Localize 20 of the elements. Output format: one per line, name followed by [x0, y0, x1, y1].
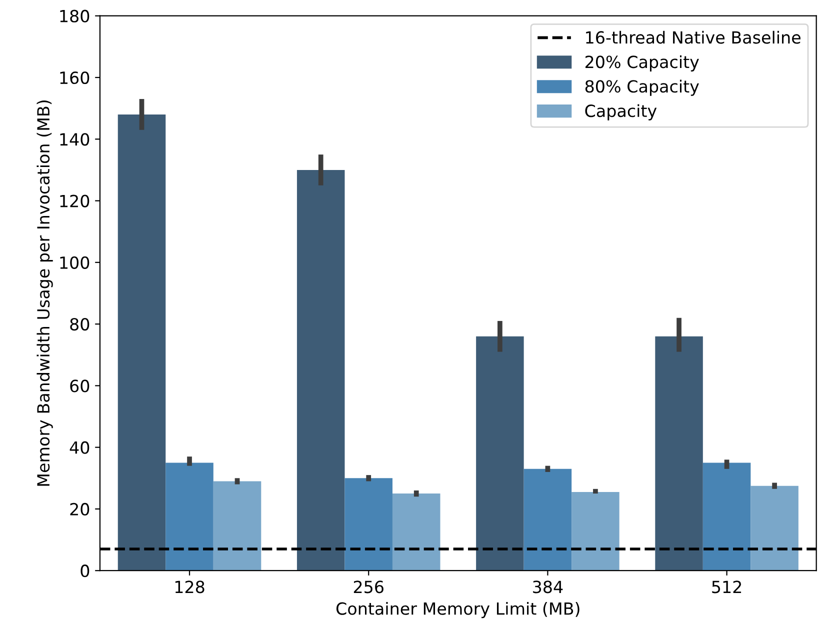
y-tick-label: 160 — [60, 71, 90, 84]
x-tick-label: 128 — [175, 580, 204, 594]
y-tick-label: 100 — [60, 256, 90, 269]
y-tick-label: 40 — [70, 441, 90, 454]
x-tick-label: 512 — [712, 580, 742, 594]
legend-label: 20% Capacity — [585, 55, 699, 72]
x-tick-label: 384 — [533, 580, 563, 594]
x-axis-title: Container Memory Limit (MB) — [336, 602, 580, 618]
y-tick-label: 180 — [60, 10, 90, 22]
y-axis-title: Memory Bandwidth Usage per Invocation (MB) — [36, 100, 53, 486]
y-tick-label: 0 — [80, 564, 90, 578]
x-tick-label: 256 — [354, 580, 384, 594]
y-tick-label: 20 — [70, 502, 90, 516]
y-tick-label: 120 — [60, 194, 90, 208]
legend-label: 16-thread Native Baseline — [586, 30, 800, 44]
legend-label: Capacity — [585, 104, 657, 120]
y-tick-label: 80 — [70, 318, 90, 331]
y-tick-label: 60 — [70, 380, 90, 392]
y-tick-label: 140 — [60, 133, 90, 146]
legend-label: 80% Capacity — [585, 80, 699, 96]
